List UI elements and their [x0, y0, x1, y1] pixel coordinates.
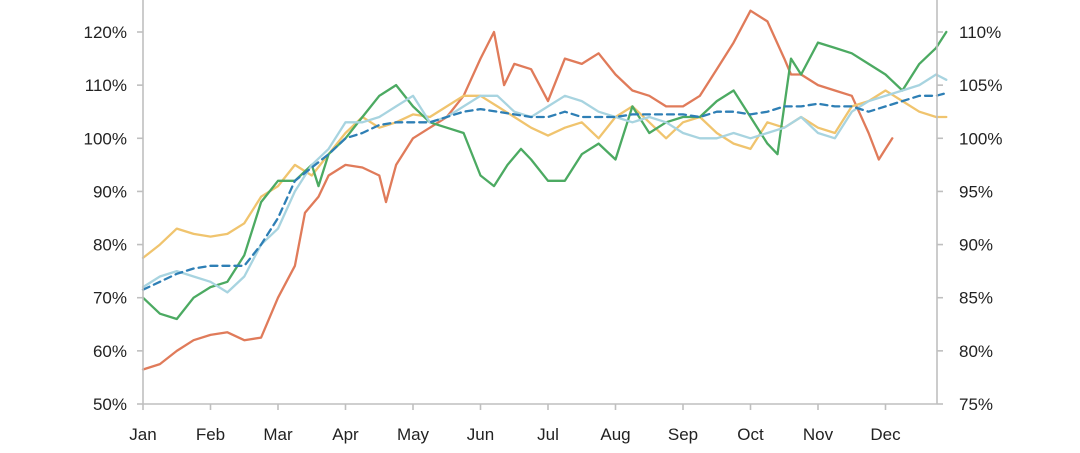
right-tick-label: 100%: [959, 129, 1002, 148]
x-tick-label: Apr: [332, 425, 359, 444]
right-axis-ticks: 75% 80% 85% 90% 95% 100% 105% 110%: [937, 23, 1002, 414]
left-tick-label: 100%: [84, 129, 127, 148]
right-tick-label: 110%: [959, 23, 1001, 42]
left-tick-label: 110%: [85, 76, 127, 95]
right-tick-label: 90%: [959, 236, 993, 255]
series-line-2: [141, 89, 948, 260]
right-tick-label: 85%: [959, 289, 993, 308]
x-tick-label: Aug: [600, 425, 630, 444]
left-axis-ticks: 50% 60% 70% 80% 90% 100% 110% 120%: [84, 23, 143, 414]
left-tick-label: 60%: [93, 342, 127, 361]
left-tick-label: 50%: [93, 395, 127, 414]
left-tick-label: 70%: [93, 289, 127, 308]
series-line-5: [141, 91, 948, 291]
left-tick-label: 120%: [84, 23, 127, 42]
right-tick-label: 80%: [959, 342, 993, 361]
left-tick-label: 80%: [93, 236, 127, 255]
plot-area: [141, 9, 948, 371]
x-axis-ticks: Jan Feb Mar Apr May Jun Jul Aug Sep Oct Nov Dec: [129, 404, 901, 444]
x-tick-label: May: [397, 425, 430, 444]
x-tick-label: Jan: [129, 425, 156, 444]
series-line-4: [141, 73, 948, 294]
series-line-3: [141, 30, 948, 321]
x-tick-label: Feb: [196, 425, 225, 444]
right-tick-label: 105%: [959, 76, 1002, 95]
right-tick-label: 95%: [959, 182, 993, 201]
axes: [142, 0, 938, 405]
series-line-1: [141, 9, 894, 371]
x-tick-label: Jun: [467, 425, 494, 444]
x-tick-label: Oct: [737, 425, 764, 444]
x-tick-label: Dec: [870, 425, 901, 444]
left-tick-label: 90%: [93, 182, 127, 201]
x-tick-label: Mar: [263, 425, 293, 444]
x-tick-label: Jul: [537, 425, 559, 444]
x-tick-label: Nov: [803, 425, 834, 444]
right-tick-label: 75%: [959, 395, 993, 414]
x-tick-label: Sep: [668, 425, 698, 444]
